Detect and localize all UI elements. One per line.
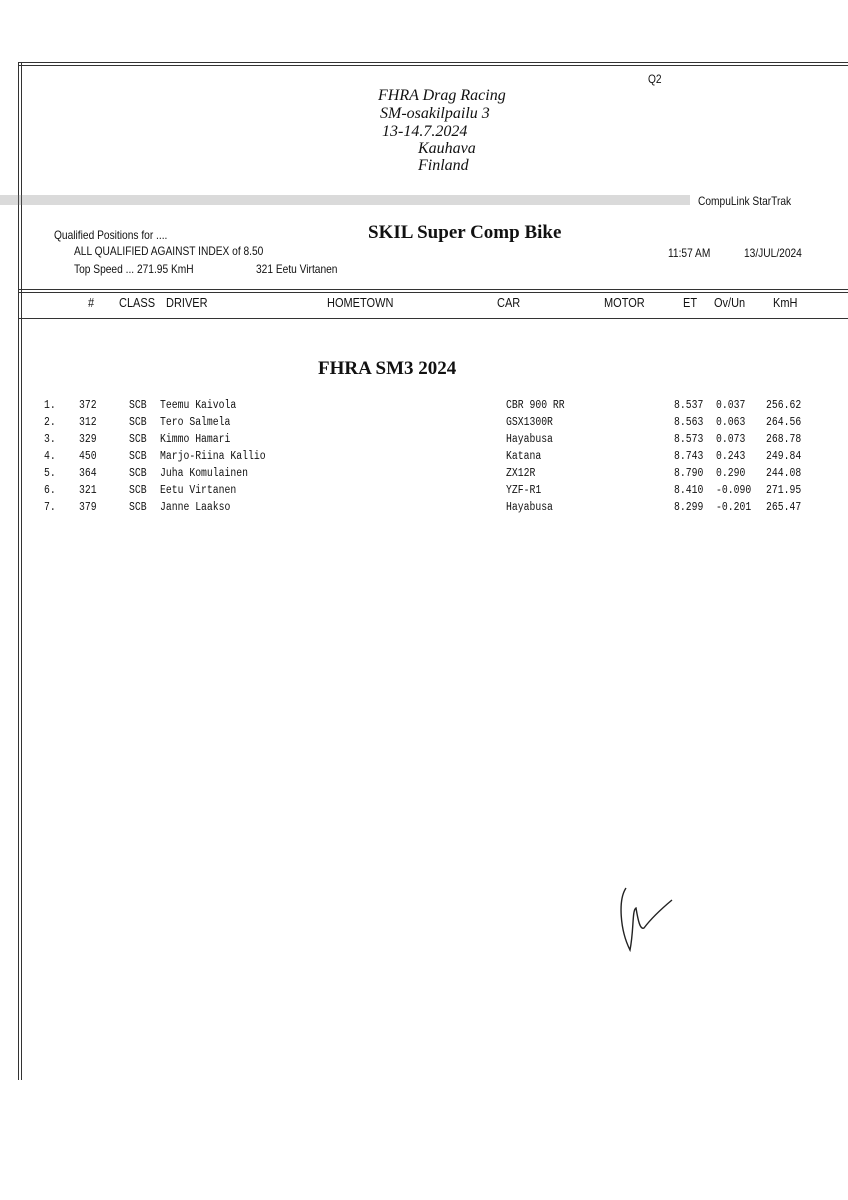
cell-cls: SCB <box>129 433 147 446</box>
cell-driver: Janne Laakso <box>160 501 231 514</box>
cell-num: 372 <box>79 399 97 412</box>
cell-pos: 4. <box>44 450 56 463</box>
cell-pos: 1. <box>44 399 56 412</box>
top-speed-line: Top Speed ... 271.95 KmH <box>74 262 194 276</box>
col-et: ET <box>683 296 698 310</box>
cell-driver: Eetu Virtanen <box>160 484 237 497</box>
cell-num: 379 <box>79 501 97 514</box>
cell-driver: Juha Komulainen <box>160 467 249 480</box>
left-border <box>18 62 22 1080</box>
event-round: SM-osakilpailu 3 <box>380 105 490 122</box>
cell-pos: 7. <box>44 501 56 514</box>
cell-ovun: -0.201 <box>716 501 752 514</box>
table-row: 7. 379 SCB Janne Laakso Hayabusa 8.299 -0.201 2… <box>0 501 848 518</box>
col-ovun: Ov/Un <box>714 296 746 310</box>
cell-ovun: 0.290 <box>716 467 746 480</box>
header-separator <box>19 289 848 293</box>
cell-et: 8.790 <box>674 467 704 480</box>
cell-et: 8.743 <box>674 450 704 463</box>
table-row: 6. 321 SCB Eetu Virtanen YZF-R1 8.410 -0.090 27… <box>0 484 848 501</box>
cell-ovun: 0.243 <box>716 450 746 463</box>
col-car: CAR <box>497 296 521 310</box>
cell-kmh: 244.08 <box>766 467 802 480</box>
cell-cls: SCB <box>129 501 147 514</box>
cell-num: 364 <box>79 467 97 480</box>
col-kmh: KmH <box>773 296 798 310</box>
table-row: 2. 312 SCB Tero Salmela GSX1300R 8.563 0.063 26… <box>0 416 848 433</box>
event-city: Kauhava <box>418 140 476 157</box>
cell-num: 321 <box>79 484 97 497</box>
cell-driver: Tero Salmela <box>160 416 231 429</box>
signature <box>620 887 673 953</box>
top-border <box>19 62 848 66</box>
event-country: Finland <box>418 157 469 174</box>
cell-num: 329 <box>79 433 97 446</box>
cell-pos: 6. <box>44 484 56 497</box>
cell-cls: SCB <box>129 467 147 480</box>
cell-car: Hayabusa <box>506 501 553 514</box>
top-speed-driver: 321 Eetu Virtanen <box>256 262 338 276</box>
cell-kmh: 268.78 <box>766 433 802 446</box>
section-title: FHRA SM3 2024 <box>318 358 457 379</box>
cell-car: CBR 900 RR <box>506 399 565 412</box>
cell-driver: Marjo-Riina Kallio <box>160 450 266 463</box>
cell-kmh: 271.95 <box>766 484 802 497</box>
cell-cls: SCB <box>129 450 147 463</box>
cell-ovun: -0.090 <box>716 484 752 497</box>
system-label: CompuLink StarTrak <box>698 194 792 208</box>
class-title: SKIL Super Comp Bike <box>368 222 562 243</box>
cell-pos: 5. <box>44 467 56 480</box>
col-number: # <box>88 296 95 310</box>
cell-et: 8.410 <box>674 484 704 497</box>
cell-car: ZX12R <box>506 467 536 480</box>
cell-num: 312 <box>79 416 97 429</box>
column-separator <box>19 318 848 319</box>
cell-kmh: 249.84 <box>766 450 802 463</box>
cell-driver: Kimmo Hamari <box>160 433 231 446</box>
cell-car: YZF-R1 <box>506 484 542 497</box>
cell-pos: 2. <box>44 416 56 429</box>
table-row: 3. 329 SCB Kimmo Hamari Hayabusa 8.573 0.073 26… <box>0 433 848 450</box>
cell-kmh: 264.56 <box>766 416 802 429</box>
report-date: 13/JUL/2024 <box>744 246 802 260</box>
cell-ovun: 0.037 <box>716 399 746 412</box>
cell-et: 8.573 <box>674 433 704 446</box>
event-title: FHRA Drag Racing <box>378 87 506 104</box>
cell-pos: 3. <box>44 433 56 446</box>
cell-kmh: 256.62 <box>766 399 802 412</box>
dotted-separator <box>0 195 690 205</box>
cell-cls: SCB <box>129 399 147 412</box>
cell-kmh: 265.47 <box>766 501 802 514</box>
session-label: Q2 <box>648 72 662 86</box>
report-time: 11:57 AM <box>668 246 711 260</box>
cell-driver: Teemu Kaivola <box>160 399 237 412</box>
table-row: 5. 364 SCB Juha Komulainen ZX12R 8.790 0.290 24… <box>0 467 848 484</box>
cell-et: 8.563 <box>674 416 704 429</box>
cell-num: 450 <box>79 450 97 463</box>
cell-ovun: 0.073 <box>716 433 746 446</box>
col-class: CLASS <box>119 296 156 310</box>
qualified-label: Qualified Positions for .... <box>54 228 168 242</box>
cell-et: 8.299 <box>674 501 704 514</box>
index-line: ALL QUALIFIED AGAINST INDEX of 8.50 <box>74 244 264 258</box>
table-row: 1. 372 SCB Teemu Kaivola CBR 900 RR 8.537 0.03… <box>0 399 848 416</box>
cell-cls: SCB <box>129 416 147 429</box>
cell-ovun: 0.063 <box>716 416 746 429</box>
cell-car: Katana <box>506 450 542 463</box>
cell-cls: SCB <box>129 484 147 497</box>
col-hometown: HOMETOWN <box>327 296 394 310</box>
event-dates: 13-14.7.2024 <box>382 123 468 140</box>
col-driver: DRIVER <box>166 296 208 310</box>
cell-car: GSX1300R <box>506 416 553 429</box>
cell-et: 8.537 <box>674 399 704 412</box>
table-row: 4. 450 SCB Marjo-Riina Kallio Katana 8.743 0.2… <box>0 450 848 467</box>
col-motor: MOTOR <box>604 296 645 310</box>
cell-car: Hayabusa <box>506 433 553 446</box>
